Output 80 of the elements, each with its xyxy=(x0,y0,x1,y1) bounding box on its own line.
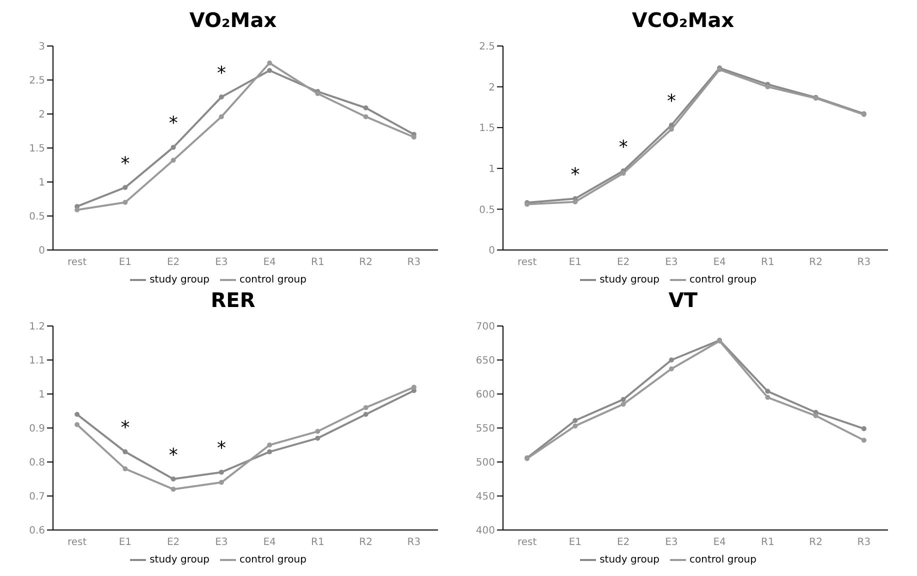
legend-label: study group xyxy=(600,274,660,286)
x-tick-label: E4 xyxy=(713,537,726,548)
chart-title: VT xyxy=(667,288,699,314)
annotation: * xyxy=(216,62,226,84)
x-tick-label: E1 xyxy=(118,257,132,268)
x-tick-label: E2 xyxy=(616,257,630,268)
x-tick-label: R1 xyxy=(311,537,324,548)
x-tick-label: R2 xyxy=(359,257,372,268)
legend-label: control group xyxy=(240,554,306,566)
x-tick-label: rest xyxy=(517,537,537,548)
legend-label: study group xyxy=(600,554,660,566)
y-tick-label: 550 xyxy=(476,424,495,435)
x-tick-label: R3 xyxy=(407,537,421,548)
x-tick-label: R1 xyxy=(761,257,774,268)
annotation: * xyxy=(120,153,130,174)
annotation: * xyxy=(168,444,178,466)
x-tick-label: rest xyxy=(517,257,537,268)
y-tick-label: 650 xyxy=(476,356,495,367)
y-tick-label: 1.2 xyxy=(29,322,45,333)
y-tick-label: 500 xyxy=(476,458,495,469)
x-tick-label: E2 xyxy=(166,537,180,548)
x-tick-label: R2 xyxy=(809,257,822,268)
x-tick-label: E1 xyxy=(118,537,132,548)
annotation: * xyxy=(168,113,178,134)
y-tick-label: 1.5 xyxy=(29,144,45,155)
y-tick-label: 0.7 xyxy=(29,492,45,503)
y-tick-label: 400 xyxy=(476,526,495,537)
chart-title: VO₂Max xyxy=(188,8,278,34)
y-tick-label: 2.5 xyxy=(479,42,495,53)
x-tick-label: E3 xyxy=(215,257,228,268)
x-tick-label: R1 xyxy=(311,257,324,268)
x-tick-label: R2 xyxy=(809,537,822,548)
x-tick-label: R3 xyxy=(407,257,421,268)
legend-label: study group xyxy=(150,274,210,286)
legend-label: control group xyxy=(690,554,756,566)
x-tick-label: E1 xyxy=(568,257,582,268)
x-tick-label: E3 xyxy=(665,537,678,548)
y-tick-label: 1 xyxy=(488,164,495,175)
y-tick-label: 2 xyxy=(488,82,495,94)
y-tick-label: 1.1 xyxy=(29,356,45,367)
y-tick-label: 700 xyxy=(476,322,495,333)
x-tick-label: R1 xyxy=(761,537,774,548)
chart-title: RER xyxy=(210,288,256,314)
y-tick-label: 600 xyxy=(476,390,495,401)
annotation: * xyxy=(120,418,130,439)
x-tick-label: R3 xyxy=(857,537,871,548)
y-tick-label: 0.6 xyxy=(29,526,45,537)
y-tick-label: 1 xyxy=(38,390,45,401)
x-tick-label: rest xyxy=(67,257,87,268)
x-tick-label: E4 xyxy=(263,257,276,268)
y-tick-label: 1 xyxy=(38,178,45,189)
legend-label: control group xyxy=(240,274,306,286)
y-tick-label: 0 xyxy=(38,246,45,257)
y-tick-label: 2 xyxy=(38,110,45,121)
y-tick-label: 0 xyxy=(488,246,495,257)
legend-label: study group xyxy=(150,554,210,566)
legend-label: control group xyxy=(690,274,756,286)
x-tick-label: rest xyxy=(67,537,87,548)
annotation: * xyxy=(216,438,226,460)
y-tick-label: 0.5 xyxy=(29,212,45,223)
x-tick-label: E2 xyxy=(166,257,180,268)
x-tick-label: R2 xyxy=(359,537,372,548)
y-tick-label: 1.5 xyxy=(479,123,495,134)
x-tick-label: E4 xyxy=(713,257,726,268)
x-tick-label: E3 xyxy=(665,257,678,268)
x-tick-label: E1 xyxy=(568,537,582,548)
x-tick-label: E3 xyxy=(215,537,228,548)
annotation: * xyxy=(618,136,628,158)
x-tick-label: E4 xyxy=(263,537,276,548)
y-tick-label: 0.9 xyxy=(29,424,45,435)
y-tick-label: 3 xyxy=(38,42,45,53)
annotation: * xyxy=(570,164,580,186)
x-tick-label: R3 xyxy=(857,257,871,268)
x-tick-label: E2 xyxy=(616,537,630,548)
y-tick-label: 0.8 xyxy=(29,458,45,469)
y-tick-label: 0.5 xyxy=(479,204,495,216)
annotation: * xyxy=(666,91,676,112)
y-tick-label: 450 xyxy=(476,492,495,503)
chart-title: VCO₂Max xyxy=(630,8,736,34)
y-tick-label: 2.5 xyxy=(29,76,45,87)
